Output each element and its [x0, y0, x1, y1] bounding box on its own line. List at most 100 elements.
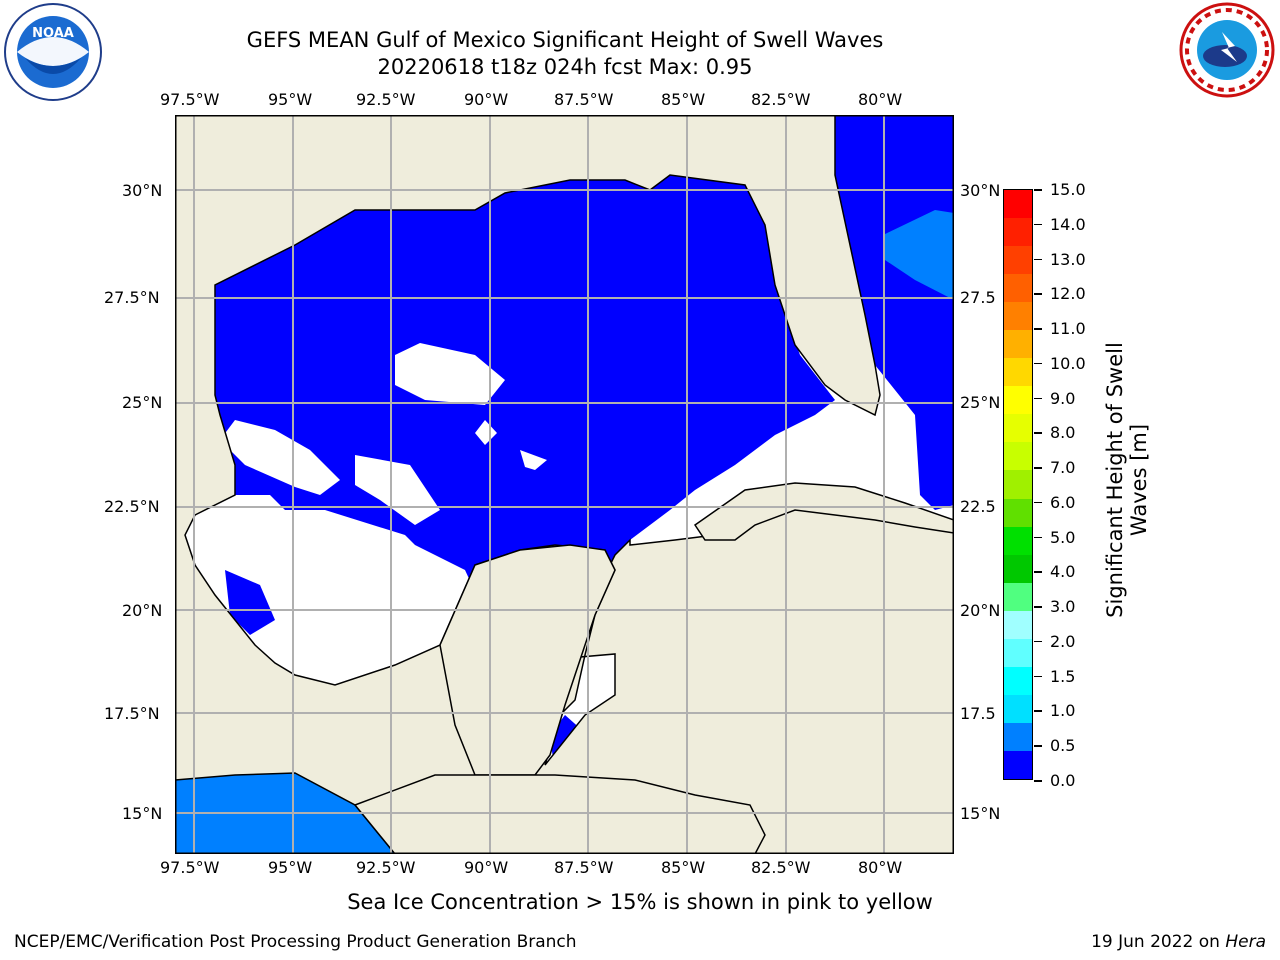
- lat-tick-right-6: 15°N: [960, 804, 1001, 823]
- swell-field-atlantic-light: [883, 210, 954, 300]
- colorbar-label: 11.0: [1050, 319, 1086, 339]
- colorbar-tick-mark: [1034, 571, 1042, 573]
- colorbar-segment: [1004, 750, 1032, 779]
- lon-tick-top-3: 90°W: [464, 90, 509, 109]
- lat-tick-right-0: 30°N: [960, 181, 1001, 200]
- calm-gap-1: [395, 343, 505, 405]
- calm-gap-2: [220, 420, 340, 495]
- lat-tick-left-6: 15°N: [122, 804, 163, 823]
- lat-tick-left-4: 20°N: [122, 601, 163, 620]
- lon-tick-top-0: 97.5°W: [160, 90, 220, 109]
- colorbar-segment: [1004, 302, 1032, 331]
- colorbar-tick-mark: [1034, 501, 1042, 504]
- land-central-america: [353, 774, 766, 854]
- colorbar-segment: [1004, 526, 1032, 555]
- colorbar-tick-mark: [1034, 362, 1042, 365]
- colorbar-segment: [1004, 274, 1032, 303]
- colorbar-tick-mark: [1034, 710, 1042, 712]
- colorbar-tick-mark: [1034, 328, 1042, 330]
- colorbar-tick-mark: [1034, 397, 1042, 400]
- gulf-map: [175, 115, 954, 854]
- colorbar-segment: [1004, 470, 1032, 499]
- colorbar-label: 6.0: [1050, 492, 1076, 512]
- colorbar-tick-mark: [1034, 223, 1042, 226]
- lon-tick-top-2: 92.5°W: [356, 90, 416, 109]
- lat-tick-right-3: 22.5: [960, 497, 996, 516]
- swell-field-atlantic: [835, 115, 954, 510]
- lon-tick-bottom-0: 97.5°W: [160, 858, 220, 877]
- colorbar-label: 8.0: [1050, 423, 1076, 443]
- page-title: GEFS MEAN Gulf of Mexico Significant Hei…: [246, 28, 884, 52]
- colorbar-tick-mark: [1034, 189, 1042, 191]
- colorbar-tick-mark: [1034, 258, 1042, 261]
- colorbar-segment: [1004, 638, 1032, 667]
- colorbar-segment: [1004, 610, 1032, 639]
- colorbar: [1003, 189, 1033, 780]
- footer-host: Hera: [1225, 932, 1266, 952]
- lat-tick-left-1: 27.5°N: [104, 288, 160, 307]
- colorbar-segment: [1004, 190, 1032, 219]
- lon-tick-bottom-7: 80°W: [858, 858, 903, 877]
- colorbar-label: 10.0: [1050, 353, 1086, 373]
- lat-tick-left-3: 22.5°N: [104, 497, 160, 516]
- swell-field-bay-campeche: [225, 570, 275, 635]
- colorbar-label: 0.0: [1050, 771, 1076, 790]
- footer-date: 19 Jun 2022 on Hera: [1091, 932, 1266, 952]
- noaa-logo-text: NOAA: [32, 26, 74, 41]
- colorbar-title: Significant Height of Swell Waves [m]: [1103, 320, 1151, 640]
- lon-tick-top-4: 87.5°W: [554, 90, 614, 109]
- footer-date-text: 19 Jun 2022 on: [1091, 932, 1226, 952]
- noaa-logo: NOAA: [3, 2, 103, 102]
- lon-tick-bottom-4: 87.5°W: [554, 858, 614, 877]
- lon-tick-top-6: 82.5°W: [751, 90, 811, 109]
- lat-tick-left-2: 25°N: [122, 393, 163, 412]
- colorbar-tick-mark: [1034, 745, 1042, 747]
- colorbar-tick-mark: [1034, 606, 1042, 608]
- lat-tick-right-2: 25°N: [960, 393, 1001, 412]
- colorbar-tick-mark: [1034, 780, 1042, 782]
- colorbar-tick-mark: [1034, 675, 1042, 678]
- colorbar-tick-mark: [1034, 432, 1042, 434]
- colorbar-label: 7.0: [1050, 458, 1076, 478]
- lon-tick-bottom-5: 85°W: [661, 858, 706, 877]
- colorbar-segment: [1004, 414, 1032, 443]
- lon-tick-bottom-3: 90°W: [464, 858, 509, 877]
- lat-tick-right-5: 17.5: [960, 704, 996, 723]
- colorbar-segment: [1004, 218, 1032, 247]
- colorbar-segment: [1004, 498, 1032, 527]
- colorbar-labels: 15.0 14.0 13.0 12.0 11.0 10.0 9.0 8.0 7.0 6.0 5.0 4…: [1034, 180, 1094, 791]
- colorbar-segment: [1004, 694, 1032, 723]
- map-grid: [175, 115, 954, 854]
- lat-tick-right-1: 27.5: [960, 288, 996, 307]
- land-yucatan: [439, 544, 616, 776]
- lon-tick-bottom-1: 95°W: [268, 858, 313, 877]
- colorbar-title-line1: Significant Height of Swell: [1103, 342, 1127, 618]
- colorbar-label: 13.0: [1050, 249, 1086, 269]
- colorbar-segment: [1004, 442, 1032, 471]
- colorbar-label: 3.0: [1050, 597, 1076, 617]
- nws-logo: [1177, 0, 1277, 100]
- colorbar-segment: [1004, 386, 1032, 415]
- lon-tick-top-1: 95°W: [268, 90, 313, 109]
- colorbar-label: 1.5: [1050, 666, 1076, 686]
- sea-ice-note: Sea Ice Concentration > 15% is shown in …: [347, 890, 933, 914]
- colorbar-segment: [1004, 330, 1032, 359]
- footer-branch: NCEP/EMC/Verification Post Processing Pr…: [14, 932, 577, 952]
- colorbar-segment: [1004, 554, 1032, 583]
- colorbar-segment: [1004, 722, 1032, 751]
- colorbar-label: 5.0: [1050, 527, 1076, 547]
- lon-tick-bottom-2: 92.5°W: [356, 858, 416, 877]
- colorbar-label: 12.0: [1050, 284, 1086, 304]
- colorbar-title-line2: Waves [m]: [1127, 423, 1151, 537]
- lon-tick-top-7: 80°W: [858, 90, 903, 109]
- colorbar-tick-mark: [1034, 467, 1042, 469]
- lon-tick-top-5: 85°W: [661, 90, 706, 109]
- colorbar-label: 1.0: [1050, 701, 1076, 721]
- calm-gap-5: [475, 420, 497, 445]
- colorbar-label: 14.0: [1050, 214, 1086, 234]
- colorbar-label: 15.0: [1050, 180, 1086, 199]
- colorbar-segment: [1004, 666, 1032, 695]
- colorbar-segment: [1004, 358, 1032, 387]
- swell-field-main: [215, 175, 835, 660]
- colorbar-label: 2.0: [1050, 631, 1076, 651]
